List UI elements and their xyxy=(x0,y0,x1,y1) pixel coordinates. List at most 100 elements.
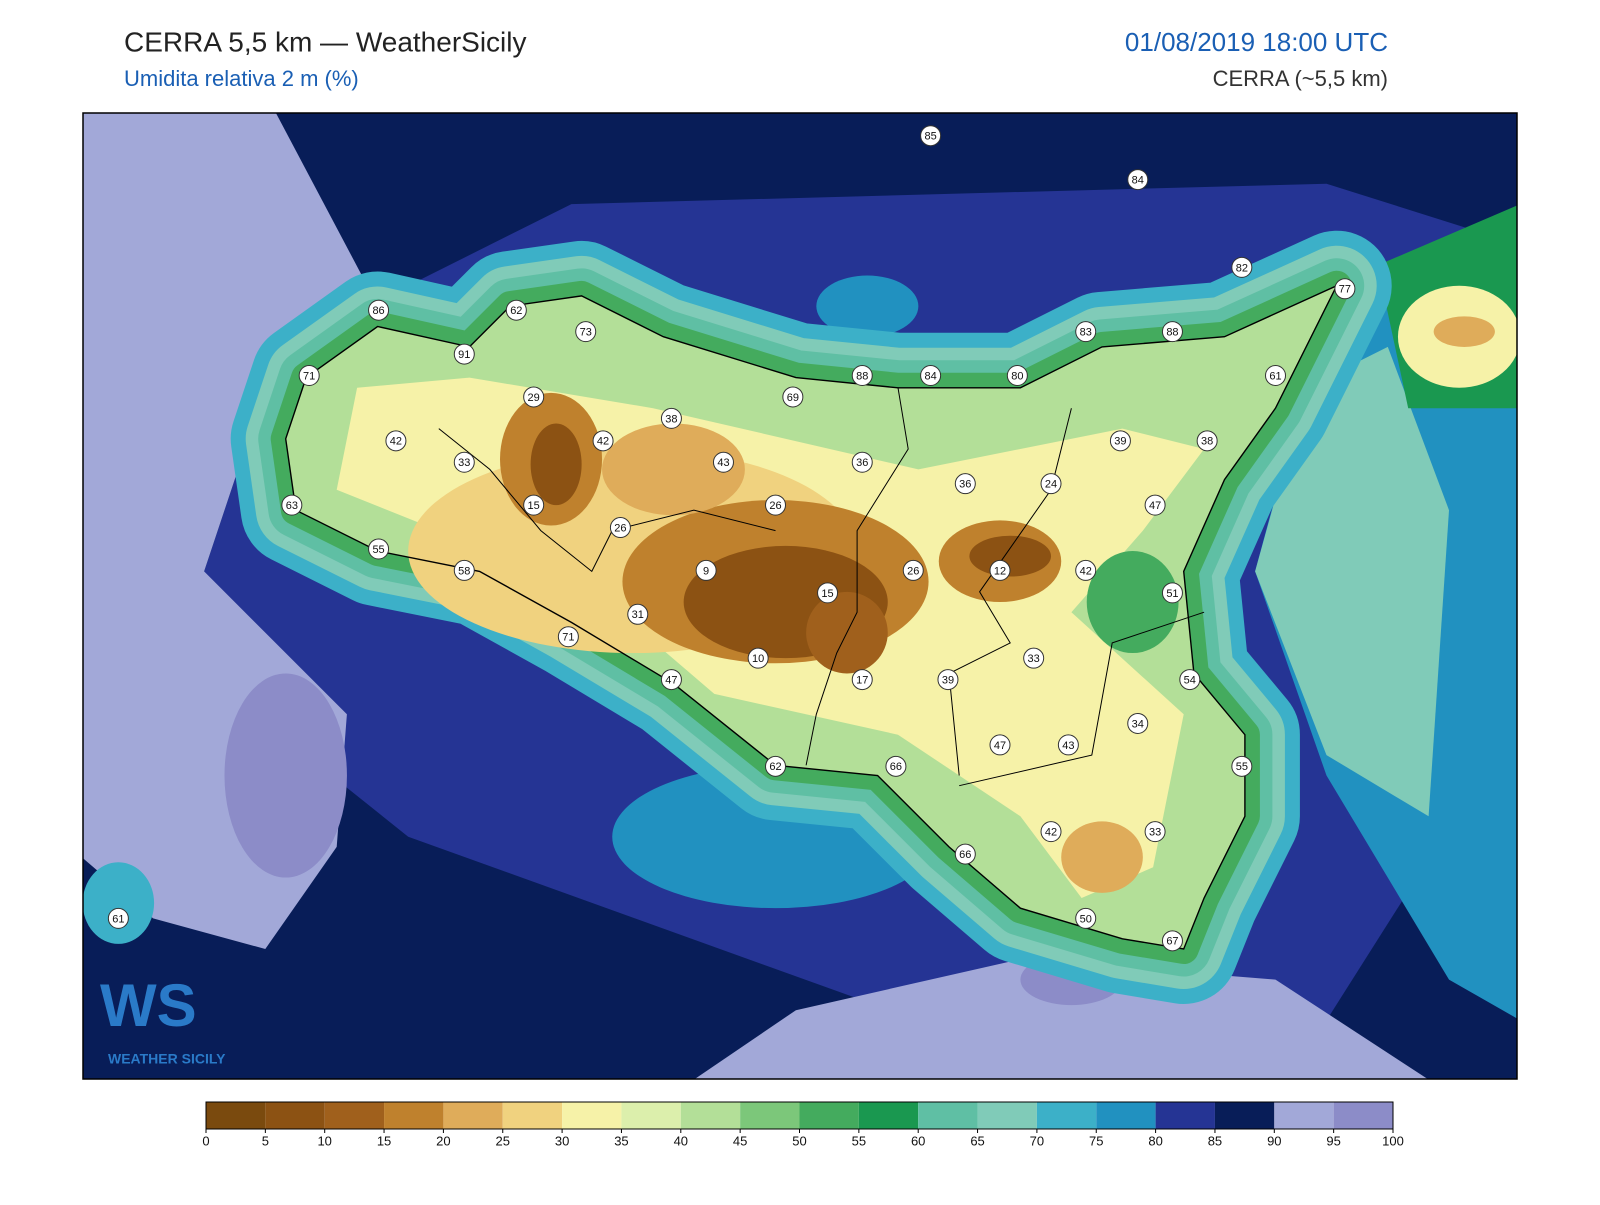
station-value: 42 xyxy=(1045,827,1057,839)
station-marker xyxy=(817,582,839,604)
colorbar-label: 5 xyxy=(262,1133,269,1148)
colorbar-swatch xyxy=(1096,1102,1156,1129)
colorbar-label: 10 xyxy=(317,1133,331,1148)
station-marker xyxy=(523,386,545,408)
station-marker xyxy=(368,538,390,560)
station-value: 9 xyxy=(703,565,709,577)
station-marker xyxy=(1161,582,1183,604)
station-value: 84 xyxy=(1132,174,1144,186)
station-marker xyxy=(1127,712,1149,734)
station-value: 38 xyxy=(665,413,677,425)
station-value: 51 xyxy=(1166,588,1178,600)
station-value: 26 xyxy=(907,565,919,577)
colorbar-swatch xyxy=(918,1102,978,1129)
map-frame xyxy=(82,112,1518,1080)
station-value: 36 xyxy=(959,479,971,491)
province-border xyxy=(805,387,909,766)
station-marker xyxy=(660,407,682,429)
station-value: 39 xyxy=(1114,436,1126,448)
station-value: 62 xyxy=(769,761,781,773)
station-marker xyxy=(107,907,129,929)
colorbar-swatch xyxy=(740,1102,800,1129)
station-marker xyxy=(453,451,475,473)
station-value: 33 xyxy=(458,457,470,469)
colorbar-label: 75 xyxy=(1089,1133,1103,1148)
colorbar-label: 55 xyxy=(852,1133,866,1148)
dry-core xyxy=(602,423,745,516)
station-value: 50 xyxy=(1080,913,1092,925)
station-value: 43 xyxy=(717,457,729,469)
station-marker xyxy=(1075,321,1097,343)
station-marker xyxy=(1057,734,1079,756)
colorbar-label: 100 xyxy=(1382,1133,1404,1148)
station-marker xyxy=(1109,430,1131,452)
station-value: 82 xyxy=(1236,262,1248,274)
colorbar-swatch xyxy=(1036,1102,1097,1129)
station-marker xyxy=(523,494,545,516)
province-border xyxy=(438,428,776,573)
station-value: 66 xyxy=(959,849,971,861)
stations: 85 84 82 77 86 62 73 91 83 88 71 88 84 80 61 69 29 38 42 42… xyxy=(107,125,1356,952)
station-marker xyxy=(1144,821,1166,843)
station-marker xyxy=(1161,321,1183,343)
south-light xyxy=(694,959,1428,1079)
station-value: 71 xyxy=(562,632,574,644)
colorbar-swatch xyxy=(1155,1102,1215,1129)
date: 01/08/2019 18:00 UTC xyxy=(1125,27,1388,57)
province-border xyxy=(959,611,1205,787)
station-marker xyxy=(747,647,769,669)
station-value: 17 xyxy=(856,674,868,686)
colorbar-swatch xyxy=(265,1102,325,1129)
station-value: 73 xyxy=(580,327,592,339)
colorbar-label: 65 xyxy=(970,1133,984,1148)
colorbar-label: 40 xyxy=(674,1133,688,1148)
station-value: 61 xyxy=(112,913,124,925)
station-marker xyxy=(453,559,475,581)
station-marker xyxy=(1161,930,1183,952)
station-value: 33 xyxy=(1028,653,1040,665)
station-marker xyxy=(885,755,907,777)
station-marker xyxy=(1179,669,1201,691)
station-value: 15 xyxy=(528,500,540,512)
station-value: 42 xyxy=(1080,565,1092,577)
colorbar-swatch xyxy=(977,1102,1037,1129)
station-marker xyxy=(368,299,390,321)
station-marker xyxy=(954,473,976,495)
station-value: 63 xyxy=(286,500,298,512)
colorbar-label: 45 xyxy=(733,1133,747,1148)
colorbar: 0 5 10 15 20 25 30 35 40 45 50 55 60 65 70 75 80 85 90 95 10… xyxy=(202,1101,1404,1148)
colorbar-swatch xyxy=(1333,1102,1393,1129)
station-marker xyxy=(1144,494,1166,516)
station-marker xyxy=(851,365,873,387)
station-marker xyxy=(989,559,1011,581)
station-value: 42 xyxy=(390,436,402,448)
colorbar-label: 90 xyxy=(1267,1133,1281,1148)
station-marker xyxy=(851,669,873,691)
colorbar-label: 25 xyxy=(496,1133,510,1148)
station-value: 55 xyxy=(372,544,384,556)
station-marker xyxy=(609,517,631,539)
station-value: 71 xyxy=(303,370,315,382)
station-marker xyxy=(1040,821,1062,843)
station-marker xyxy=(1006,365,1028,387)
station-value: 33 xyxy=(1149,827,1161,839)
station-marker xyxy=(298,365,320,387)
station-value: 91 xyxy=(458,349,470,361)
station-marker xyxy=(920,365,942,387)
colorbar-swatch xyxy=(621,1102,681,1129)
colorbar-label: 95 xyxy=(1326,1133,1340,1148)
station-value: 43 xyxy=(1062,740,1074,752)
colorbar-swatch xyxy=(1274,1102,1334,1129)
station-marker xyxy=(695,559,717,581)
station-marker xyxy=(1075,907,1097,929)
station-value: 83 xyxy=(1080,327,1092,339)
colorbar-label: 15 xyxy=(377,1133,391,1148)
station-value: 47 xyxy=(994,740,1006,752)
station-value: 24 xyxy=(1045,479,1057,491)
east-green xyxy=(1086,551,1179,654)
dry-core xyxy=(969,535,1052,577)
colorbar-label: 70 xyxy=(1030,1133,1044,1148)
station-value: 77 xyxy=(1339,284,1351,296)
